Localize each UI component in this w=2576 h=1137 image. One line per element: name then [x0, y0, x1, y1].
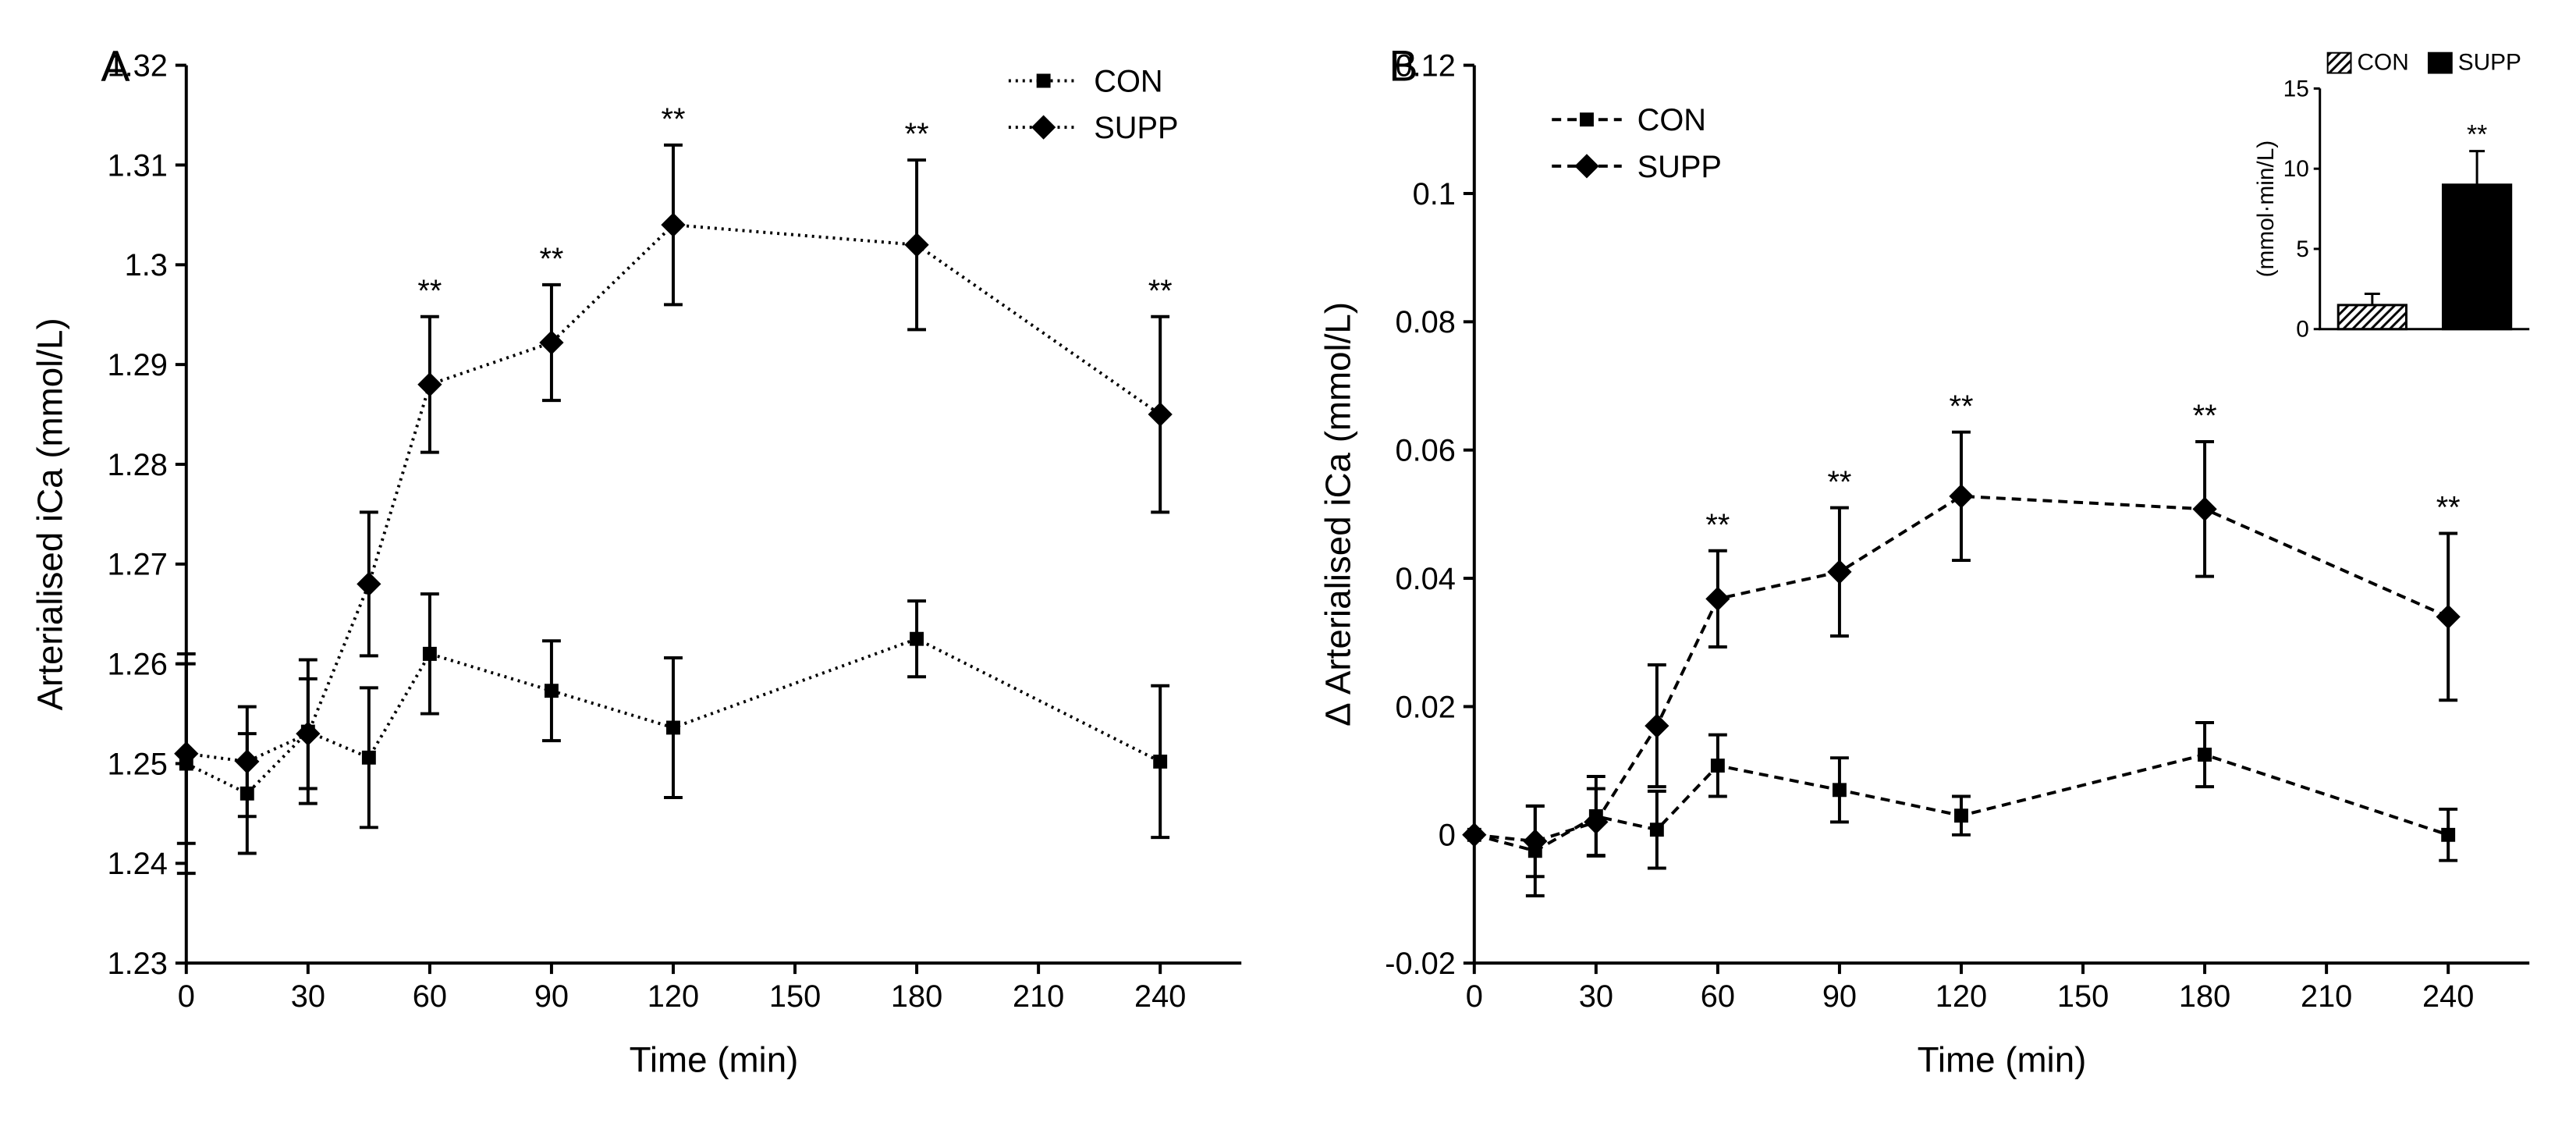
- marker-supp: [235, 749, 259, 773]
- y-tick-label: 1.24: [108, 847, 168, 881]
- marker-con: [545, 684, 559, 698]
- y-tick-label: 1.23: [108, 947, 168, 981]
- panel-label: B: [1389, 41, 1418, 90]
- x-tick-label: 120: [1936, 979, 1987, 1014]
- legend-label-con: CON: [1637, 103, 1706, 137]
- x-tick-label: 0: [1466, 979, 1483, 1014]
- significance-marker: **: [1148, 274, 1173, 308]
- legend-label-con: CON: [1094, 64, 1162, 98]
- panel-label: A: [101, 41, 130, 90]
- panel-a: 1.231.241.251.261.271.281.291.31.311.320…: [16, 16, 1272, 1121]
- inset-y-tick-label: 5: [2296, 236, 2309, 262]
- significance-marker: **: [539, 242, 563, 276]
- marker-supp: [1584, 810, 1608, 834]
- significance-marker: **: [1950, 389, 1974, 424]
- y-tick-label: 0.1: [1413, 177, 1456, 211]
- y-tick-label: 1.29: [108, 348, 168, 382]
- significance-marker: **: [662, 102, 686, 137]
- x-tick-label: 240: [1134, 979, 1186, 1014]
- marker-supp: [661, 213, 685, 237]
- inset-legend-label-con: CON: [2357, 50, 2408, 76]
- x-tick-label: 60: [413, 979, 447, 1014]
- x-tick-label: 150: [769, 979, 821, 1014]
- y-tick-label: -0.02: [1385, 947, 1456, 981]
- inset-y-axis-label: (mmol·min/L): [2253, 140, 2279, 278]
- marker-supp: [2192, 497, 2216, 521]
- inset-y-tick-label: 0: [2296, 317, 2309, 343]
- y-tick-label: 0.02: [1396, 690, 1456, 724]
- y-tick-label: 1.25: [108, 747, 168, 781]
- marker-supp: [357, 572, 381, 596]
- x-tick-label: 120: [648, 979, 699, 1014]
- legend-label-supp: SUPP: [1637, 150, 1722, 184]
- y-tick-label: 0: [1439, 819, 1456, 853]
- marker-supp: [1827, 560, 1851, 584]
- significance-marker: **: [1705, 508, 1730, 542]
- x-axis-label: Time (min): [630, 1039, 799, 1079]
- marker-supp: [1949, 484, 1973, 508]
- significance-marker: **: [2193, 399, 2217, 433]
- x-tick-label: 0: [178, 979, 195, 1014]
- inset-y-tick-label: 10: [2283, 156, 2309, 182]
- y-tick-label: 1.31: [108, 148, 168, 183]
- marker-con: [666, 721, 680, 735]
- x-tick-label: 180: [891, 979, 942, 1014]
- x-tick-label: 30: [291, 979, 325, 1014]
- x-tick-label: 210: [1013, 979, 1064, 1014]
- marker-con: [1711, 759, 1725, 773]
- marker-supp: [539, 330, 563, 354]
- y-tick-label: 0.08: [1396, 305, 1456, 339]
- panel-b: -0.0200.020.040.060.080.10.1203060901201…: [1304, 16, 2560, 1121]
- figure-two-panel: 1.231.241.251.261.271.281.291.31.311.320…: [16, 16, 2560, 1121]
- y-tick-label: 1.26: [108, 648, 168, 682]
- y-tick-label: 1.27: [108, 548, 168, 582]
- x-axis-label: Time (min): [1918, 1039, 2087, 1079]
- marker-con: [1153, 755, 1167, 769]
- inset-bar-con: [2338, 305, 2406, 329]
- marker-supp: [904, 233, 928, 257]
- marker-con: [2441, 828, 2455, 842]
- legend-label-supp: SUPP: [1094, 111, 1178, 145]
- marker-con: [1650, 823, 1664, 837]
- y-tick-label: 0.04: [1396, 562, 1456, 596]
- x-tick-label: 180: [2179, 979, 2230, 1014]
- marker-supp: [2436, 605, 2461, 629]
- y-tick-label: 0.06: [1396, 434, 1456, 468]
- marker-supp: [1645, 713, 1669, 737]
- x-tick-label: 90: [534, 979, 569, 1014]
- inset-legend-label-supp: SUPP: [2458, 50, 2521, 76]
- x-tick-label: 60: [1701, 979, 1735, 1014]
- marker-con: [2198, 748, 2212, 762]
- inset-y-tick-label: 15: [2283, 76, 2309, 101]
- significance-marker: **: [1827, 465, 1851, 499]
- inset-bar-supp: [2443, 185, 2510, 329]
- x-tick-label: 240: [2422, 979, 2474, 1014]
- significance-marker: **: [2436, 491, 2461, 525]
- marker-con: [1954, 808, 1968, 823]
- marker-supp: [1148, 402, 1173, 426]
- y-axis-label: Arterialised iCa (mmol/L): [30, 318, 70, 710]
- marker-supp: [1462, 823, 1486, 847]
- marker-supp: [1705, 587, 1730, 611]
- significance-marker: **: [905, 117, 929, 151]
- x-tick-label: 150: [2057, 979, 2109, 1014]
- x-tick-label: 30: [1579, 979, 1613, 1014]
- marker-con: [423, 647, 437, 661]
- inset-significance-marker: **: [2467, 120, 2487, 150]
- marker-con: [362, 751, 376, 765]
- y-tick-label: 1.3: [125, 248, 168, 282]
- marker-supp: [417, 372, 442, 396]
- y-axis-label: Δ Arterialised iCa (mmol/L): [1318, 302, 1358, 727]
- x-tick-label: 210: [2301, 979, 2352, 1014]
- x-tick-label: 90: [1822, 979, 1857, 1014]
- y-tick-label: 1.28: [108, 448, 168, 482]
- significance-marker: **: [417, 274, 442, 308]
- marker-con: [1833, 783, 1847, 797]
- marker-con: [910, 632, 924, 646]
